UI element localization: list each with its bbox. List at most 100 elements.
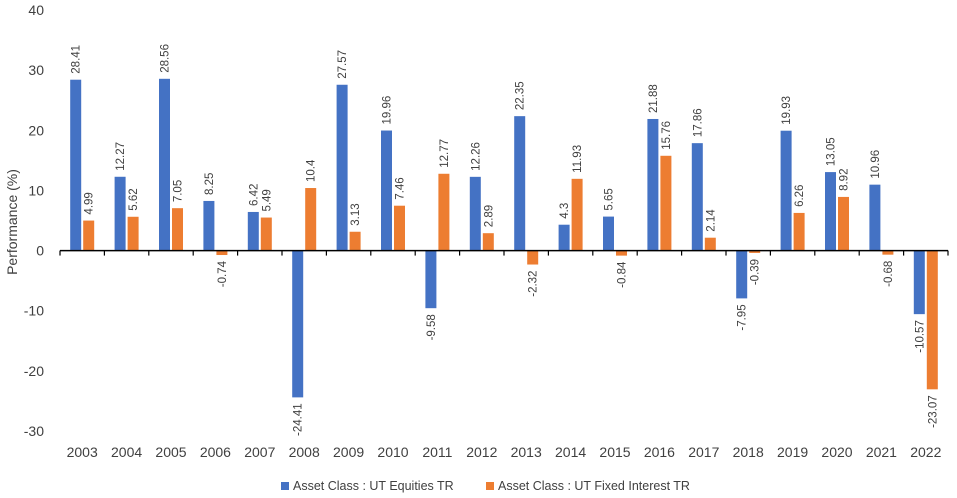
data-label: 3.13: [350, 203, 362, 225]
data-label: 6.42: [248, 184, 260, 206]
x-tick-label: 2004: [111, 444, 142, 460]
data-label: 15.76: [661, 121, 673, 150]
bar-equities: [691, 143, 703, 251]
bar-equities: [159, 78, 170, 251]
bar-equities: [603, 216, 614, 251]
x-tick-label: 2020: [821, 444, 852, 460]
data-label: 2.14: [705, 209, 717, 232]
bar-fixed-interest: [571, 178, 583, 251]
data-label: -7.95: [737, 304, 749, 330]
bar-fixed-interest: [926, 250, 938, 390]
data-label: 28.56: [160, 44, 172, 73]
x-tick-label: 2013: [511, 444, 542, 460]
bar-fixed-interest: [438, 173, 450, 251]
bar-equities: [869, 184, 881, 251]
data-label: 12.27: [115, 142, 127, 171]
chart-bars: [70, 78, 938, 398]
data-label: 22.35: [515, 81, 527, 110]
bar-fixed-interest: [260, 217, 272, 251]
data-label: 4.99: [84, 192, 96, 214]
data-label: 12.26: [470, 142, 482, 171]
bar-equities: [336, 84, 348, 251]
data-label: -2.32: [528, 271, 540, 297]
bar-fixed-interest: [749, 250, 761, 253]
x-tick-label: 2005: [155, 444, 186, 460]
y-tick-label: -30: [24, 423, 44, 439]
data-label: 5.49: [261, 189, 273, 211]
bar-equities: [203, 200, 215, 251]
x-tick-label: 2006: [200, 444, 231, 460]
x-tick-label: 2009: [333, 444, 364, 460]
data-label: 27.57: [337, 50, 349, 79]
data-label: -0.84: [617, 261, 629, 288]
x-tick-label: 2021: [866, 444, 897, 460]
data-label: 11.93: [572, 145, 584, 173]
data-label: 8.25: [204, 173, 216, 195]
x-axis: 2003 2004 2005 2006 2007 2008 2009 2010 2011 2012…: [59, 249, 949, 460]
data-label: 7.46: [395, 177, 407, 199]
y-tick-label: -10: [24, 303, 44, 319]
y-axis: 40 30 20 10 0 -10 -20 -30: [24, 2, 44, 439]
bar-equities: [514, 116, 526, 251]
bar-fixed-interest: [394, 205, 405, 251]
data-label: 19.93: [781, 96, 793, 125]
bar-fixed-interest: [83, 220, 95, 251]
bar-equities: [425, 250, 437, 309]
bar-equities: [381, 130, 392, 251]
y-tick-label: 30: [28, 62, 44, 78]
bar-fixed-interest: [660, 155, 672, 251]
bar-equities: [780, 130, 792, 251]
y-tick-label: 10: [28, 182, 44, 198]
legend-label: Asset Class : UT Equities TR: [293, 479, 454, 493]
data-label: 10.4: [306, 159, 318, 182]
x-tick-label: 2015: [599, 444, 630, 460]
data-label: 8.92: [839, 169, 851, 191]
data-label: 17.86: [692, 108, 704, 137]
data-label: 13.05: [826, 137, 838, 166]
data-label: 7.05: [173, 180, 185, 202]
bar-equities: [558, 224, 570, 251]
data-label: 21.88: [648, 84, 660, 113]
bar-equities: [70, 79, 82, 251]
bar-equities: [114, 176, 126, 251]
y-axis-title: Performance (%): [4, 169, 20, 275]
data-label: 10.96: [870, 150, 882, 179]
bar-equities: [247, 211, 259, 251]
x-tick-label: 2016: [644, 444, 675, 460]
legend-label: Asset Class : UT Fixed Interest TR: [498, 479, 690, 493]
data-label: -9.58: [426, 314, 438, 340]
data-label: 12.77: [439, 139, 451, 168]
bar-equities: [736, 250, 748, 299]
bar-fixed-interest: [349, 231, 361, 251]
y-tick-label: 40: [28, 2, 44, 18]
legend-swatch: [281, 482, 289, 490]
bar-fixed-interest: [616, 250, 627, 256]
bar-fixed-interest: [127, 216, 139, 251]
x-tick-label: 2022: [910, 444, 941, 460]
data-label: -0.74: [217, 260, 229, 287]
x-tick-label: 2011: [422, 444, 452, 460]
data-labels: 28.41 12.27 28.56 8.25 6.42 -24.41 27.57 19.96 -…: [71, 44, 940, 436]
bar-equities: [913, 250, 925, 315]
data-label: 28.41: [71, 45, 83, 74]
bar-equities: [647, 118, 659, 251]
bar-fixed-interest: [793, 212, 805, 251]
bar-fixed-interest: [482, 233, 494, 251]
y-tick-label: 20: [28, 122, 44, 138]
bar-fixed-interest: [527, 250, 539, 265]
x-tick-label: 2012: [466, 444, 497, 460]
bar-fixed-interest: [172, 208, 183, 251]
bar-equities: [825, 172, 836, 251]
data-label: -0.68: [883, 261, 895, 287]
data-label: 5.65: [604, 188, 616, 210]
y-tick-label: 0: [36, 243, 44, 259]
data-label: 19.96: [382, 96, 394, 125]
bar-equities: [292, 250, 304, 398]
x-tick-label: 2014: [555, 444, 586, 460]
data-label: -23.07: [927, 395, 939, 428]
data-label: -10.57: [914, 320, 926, 353]
data-label: 5.62: [128, 188, 140, 210]
legend-swatch: [486, 482, 494, 490]
legend: Asset Class : UT Equities TR Asset Class …: [281, 479, 690, 493]
